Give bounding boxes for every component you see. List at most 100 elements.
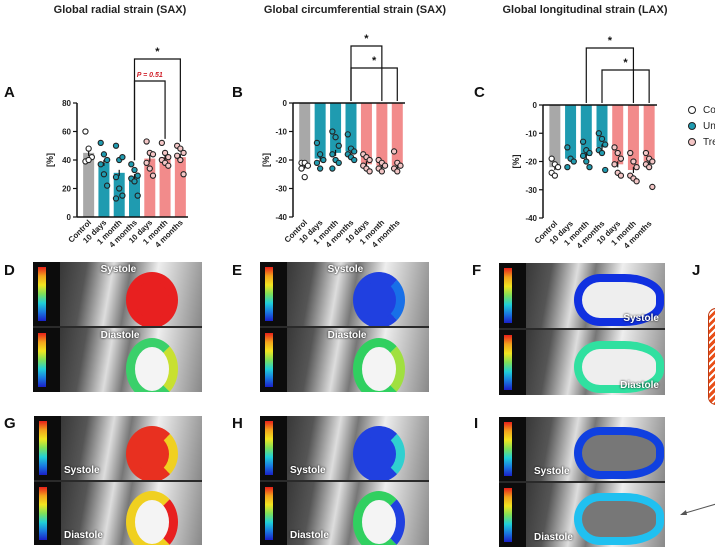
colorbar (499, 263, 526, 328)
data-point (313, 139, 321, 147)
colorbar-gradient (265, 421, 273, 475)
data-point (313, 159, 321, 166)
data-point (97, 161, 104, 168)
legend-dot-icon (688, 138, 696, 147)
y-tick-label: -20 (525, 158, 537, 167)
data-point (100, 171, 108, 178)
panel-label-h: H (232, 415, 243, 432)
y-axis-label: [%] (511, 155, 521, 169)
data-point (366, 168, 373, 175)
data-point (554, 163, 562, 171)
data-point (320, 156, 327, 164)
data-point (579, 152, 587, 159)
systole-image: Systole (33, 262, 202, 326)
data-point (378, 168, 386, 175)
phase-label: Diastole (620, 380, 659, 391)
panel-f-image: Systole Diastole (499, 263, 665, 395)
panel-label-i: I (474, 415, 479, 432)
legend-label: Un (703, 121, 715, 132)
data-point (131, 166, 138, 174)
data-point (617, 155, 625, 162)
significance-label: * (372, 55, 377, 67)
data-point (335, 159, 342, 166)
data-point (149, 172, 157, 179)
myocardium-strain-map (573, 427, 665, 479)
data-point (85, 156, 92, 164)
colorbar (33, 328, 60, 392)
y-tick-label: 40 (62, 156, 71, 165)
bar (565, 105, 577, 159)
myocardium-strain-map (573, 273, 665, 326)
data-point (366, 156, 373, 164)
diastole-image: Diastole (499, 330, 665, 395)
diastole-image: Diastole (34, 481, 202, 545)
bar (330, 103, 342, 153)
data-point (642, 149, 650, 157)
data-point (614, 149, 621, 157)
y-tick-label: -30 (275, 185, 287, 194)
data-point (103, 182, 111, 189)
bar (144, 158, 156, 217)
data-point (645, 163, 653, 171)
bar (345, 103, 357, 152)
data-point (112, 173, 120, 181)
colorbar-gradient (265, 333, 273, 387)
data-point (134, 192, 141, 199)
y-tick-label: -20 (275, 156, 287, 165)
systole-image: Systole (260, 416, 429, 480)
panel-label-d: D (4, 262, 15, 279)
colorbar-gradient (39, 486, 47, 540)
systole-image: Systole (34, 416, 202, 480)
panel-d-image: Systole Diastole (33, 262, 202, 392)
legend-item-treated: Tre (688, 137, 715, 148)
data-point (351, 156, 358, 164)
data-point (548, 155, 555, 162)
bar (159, 157, 171, 217)
colorbar-gradient (39, 421, 47, 475)
data-point (595, 130, 602, 137)
y-tick-label: -40 (525, 214, 537, 223)
colorbar (34, 481, 61, 545)
data-point (82, 128, 89, 135)
data-point (177, 156, 184, 164)
bar (360, 103, 372, 165)
data-point (316, 151, 324, 158)
data-point (332, 134, 339, 141)
y-tick-label: -40 (275, 213, 287, 222)
data-point (131, 178, 138, 185)
data-point (149, 151, 157, 158)
significance-bracket (585, 47, 635, 103)
y-tick-label: 60 (62, 128, 71, 137)
colorbar-gradient (504, 268, 512, 323)
colorbar (33, 262, 60, 326)
colorbar (260, 416, 287, 480)
diastole-image: Diastole (260, 328, 429, 392)
phase-label: Diastole (64, 530, 103, 541)
data-point (570, 158, 577, 165)
axis-arrow-icon (680, 503, 715, 515)
significance-bracket (133, 80, 166, 161)
myocardium-strain-map (125, 338, 178, 392)
data-point (583, 158, 590, 165)
myocardium-strain-map (573, 340, 665, 393)
data-point (649, 183, 656, 191)
data-point (128, 161, 135, 168)
data-point (602, 166, 609, 174)
significance-label: P = 0.51 (137, 72, 163, 79)
panel-label-g: G (4, 415, 16, 432)
significance-bracket (350, 67, 398, 101)
data-point (329, 151, 336, 158)
systole-image: Systole (499, 263, 665, 328)
data-point (119, 153, 126, 161)
panel-g-image: Systole Diastole (34, 416, 202, 545)
colorbar (34, 416, 61, 480)
data-point (161, 149, 169, 157)
data-point (335, 142, 342, 149)
panel-i-image: Systole Diastole (499, 417, 665, 547)
data-point (611, 161, 618, 168)
y-tick-label: 20 (62, 185, 71, 194)
colorbar (260, 328, 287, 392)
data-point (119, 192, 126, 199)
legend-dot-icon (688, 106, 696, 115)
data-point (344, 131, 351, 138)
